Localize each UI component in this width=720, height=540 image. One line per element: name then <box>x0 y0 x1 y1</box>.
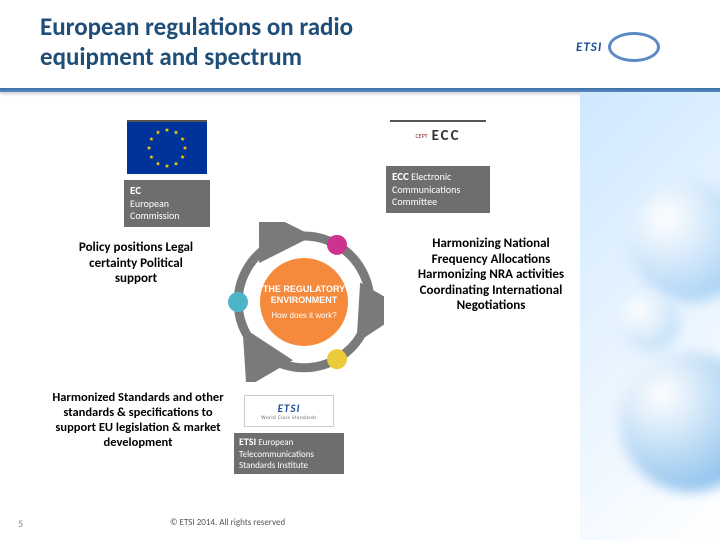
ec-label-box: EC European Commission <box>124 180 210 227</box>
footer-copyright: © ETSI 2014. All rights reserved <box>170 517 285 528</box>
cycle-dot <box>228 292 248 312</box>
ecc-label-title: ECC <box>392 170 409 183</box>
annotation-bottom: Harmonized Standards and other standards… <box>50 390 226 450</box>
decorative-blob <box>620 292 680 352</box>
page-number: 5 <box>18 517 23 530</box>
annotation-left: Policy positions Legal certainty Politic… <box>76 240 196 287</box>
org-block-ec: EC European Commission <box>124 120 210 227</box>
etsi-header-text: ETSI <box>576 40 602 55</box>
ecc-mark-text: ECC <box>432 127 461 145</box>
decorative-tech-background <box>580 92 720 540</box>
org-block-etsi: ETSI World Class Standards ETSI European… <box>234 395 344 474</box>
etsi-label-sub1: European <box>258 437 293 448</box>
etsi-label-sub2: Telecommunications <box>239 449 314 460</box>
ecc-mark-icon: CEPT ECC <box>390 120 486 150</box>
title-line-2: equipment and spectrum <box>40 42 353 72</box>
title-line-1: European regulations on radio <box>40 12 353 42</box>
ecc-label-sub1: Electronic <box>411 170 451 183</box>
etsi-label-title: ETSI <box>239 435 256 448</box>
etsi-label-sub3: Standards Institute <box>239 460 308 471</box>
cycle-dot <box>327 235 347 255</box>
decorative-blob <box>620 352 720 492</box>
ecc-label-box: ECC Electronic Communications Committee <box>386 166 490 213</box>
org-block-ecc: CEPT ECC ECC Electronic Communications C… <box>386 120 490 213</box>
ecc-label-sub2: Communications <box>392 183 460 196</box>
etsi-ellipse-icon <box>608 32 660 62</box>
center-title-2: ENVIRONMENT <box>271 295 338 305</box>
etsi-header-logo: ETSI <box>576 26 696 68</box>
center-sub: How does it work? <box>271 311 337 320</box>
ec-label-sub2: Commission <box>130 210 204 223</box>
center-title-1: THE REGULATORY <box>263 284 345 294</box>
eu-flag-icon <box>127 120 207 174</box>
decorative-blob <box>630 182 720 302</box>
ecc-prefix: CEPT <box>415 132 427 140</box>
ecc-label-sub3: Committee <box>392 195 437 208</box>
regulatory-cycle-diagram: THE REGULATORY ENVIRONMENT How does it w… <box>224 222 384 382</box>
etsi-mark-text: ETSI <box>278 402 301 415</box>
etsi-mark-icon: ETSI World Class Standards <box>244 395 334 427</box>
annotation-right: Harmonizing National Frequency Allocatio… <box>412 236 570 314</box>
ec-label-title: EC <box>130 184 204 198</box>
page-title: European regulations on radio equipment … <box>40 12 353 72</box>
cycle-dot <box>327 349 347 369</box>
etsi-tagline: World Class Standards <box>261 415 317 421</box>
etsi-label-box: ETSI European Telecommunications Standar… <box>234 433 344 474</box>
